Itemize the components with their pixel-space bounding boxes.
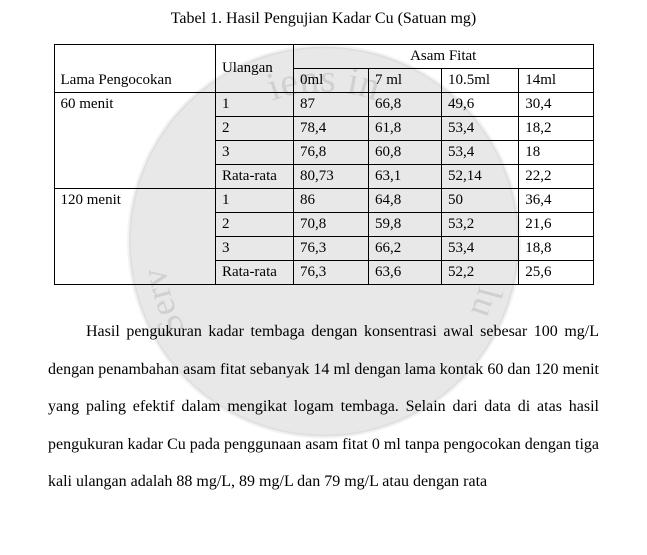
cell-value: 76,3 [293,237,368,261]
cell-value: 66,8 [368,93,441,117]
header-col-7ml: 7 ml [368,69,441,93]
cell-value: 64,8 [368,189,441,213]
header-asam-fitat: Asam Fitat [293,45,593,69]
content-area: Tabel 1. Hasil Pengujian Kadar Cu (Satua… [0,0,647,501]
cell-value: 63,6 [368,261,441,285]
header-col-0ml: 0ml [293,69,368,93]
table-row: 60 menit 1 87 66,8 49,6 30,4 [54,93,593,117]
cell-value: 53,4 [442,117,519,141]
cell-value: 52,14 [442,165,519,189]
cell-lama-120: 120 menit [54,189,215,285]
cell-value: 87 [293,93,368,117]
cell-ulangan: 2 [215,117,293,141]
cell-ulangan: 2 [215,213,293,237]
body-paragraph: Hasil pengukuran kadar tembaga dengan ko… [48,313,599,501]
cell-value: 86 [293,189,368,213]
cell-value: 76,8 [293,141,368,165]
cell-value: 70,8 [293,213,368,237]
cell-ulangan-rata: Rata-rata [215,165,293,189]
cell-value: 59,8 [368,213,441,237]
page: iens in Serv lu Tabel 1. Hasil Pengujian… [0,0,647,555]
cell-value: 49,6 [442,93,519,117]
cell-value: 50 [442,189,519,213]
header-ulangan: Ulangan [215,45,293,93]
cell-value: 76,3 [293,261,368,285]
cell-value: 18,8 [519,237,593,261]
cell-lama-60: 60 menit [54,93,215,189]
cell-value: 53,4 [442,141,519,165]
cell-value: 53,4 [442,237,519,261]
cell-value: 63,1 [368,165,441,189]
header-col-14ml: 14ml [519,69,593,93]
table-caption: Tabel 1. Hasil Pengujian Kadar Cu (Satua… [48,10,599,28]
cell-value: 22,2 [519,165,593,189]
table-row: 120 menit 1 86 64,8 50 36,4 [54,189,593,213]
cell-value: 52,2 [442,261,519,285]
cell-value: 53,2 [442,213,519,237]
data-table: Lama Pengocokan Ulangan Asam Fitat 0ml 7… [54,44,594,285]
cell-value: 18,2 [519,117,593,141]
cell-value: 25,6 [519,261,593,285]
cell-value: 60,8 [368,141,441,165]
cell-value: 78,4 [293,117,368,141]
cell-value: 36,4 [519,189,593,213]
cell-value: 61,8 [368,117,441,141]
cell-value: 30,4 [519,93,593,117]
cell-value: 66,2 [368,237,441,261]
cell-ulangan: 1 [215,93,293,117]
header-col-10-5ml: 10.5ml [442,69,519,93]
cell-value: 21,6 [519,213,593,237]
cell-ulangan: 3 [215,141,293,165]
table-header-row-1: Lama Pengocokan Ulangan Asam Fitat [54,45,593,69]
cell-ulangan: 3 [215,237,293,261]
header-lama: Lama Pengocokan [54,45,215,93]
cell-ulangan: 1 [215,189,293,213]
cell-value: 80,73 [293,165,368,189]
cell-value: 18 [519,141,593,165]
cell-ulangan-rata: Rata-rata [215,261,293,285]
